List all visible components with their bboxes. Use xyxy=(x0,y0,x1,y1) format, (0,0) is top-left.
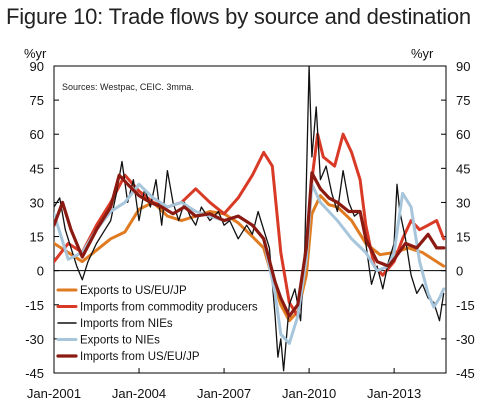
x-tick-label: Jan-2007 xyxy=(197,386,251,401)
series-line-4 xyxy=(54,182,446,345)
y-tick-label-left: 45 xyxy=(30,161,44,176)
right-axis-unit: %yr xyxy=(411,46,434,61)
x-tick-label: Jan-2001 xyxy=(27,386,81,401)
series-line-5 xyxy=(54,171,446,318)
y-tick-label-right: 90 xyxy=(456,59,470,74)
y-tick-label-right: 15 xyxy=(456,230,470,245)
legend-label-1: Exports to US/EU/JP xyxy=(80,285,187,297)
y-tick-label-left: 30 xyxy=(30,195,44,210)
y-tick-label-right: -30 xyxy=(456,332,475,347)
legend-label-4: Exports to NIEs xyxy=(80,335,160,347)
y-tick-label-right: 0 xyxy=(456,264,463,279)
y-tick-label-left: 15 xyxy=(30,230,44,245)
y-tick-label-right: 45 xyxy=(456,161,470,176)
y-tick-label-left: -45 xyxy=(25,366,44,381)
y-tick-label-right: -45 xyxy=(456,366,475,381)
plot-border xyxy=(53,65,447,374)
y-tick-label-left: 75 xyxy=(30,93,44,108)
x-tick-label: Jan-2013 xyxy=(367,386,421,401)
series-lines xyxy=(54,66,446,372)
legend-label-2: Imports from commodity producers xyxy=(80,302,258,314)
y-tick-label-right: 75 xyxy=(456,93,470,108)
legend-label-3: Imports from NIEs xyxy=(80,318,173,330)
y-tick-label-left: -15 xyxy=(25,298,44,313)
axis-ticks: 90 90 75 75 60 60 45 45 30 30 15 15 0 0 -15 -15 -30 -30 -4… xyxy=(25,59,475,401)
y-tick-label-right: 30 xyxy=(456,195,470,210)
chart-title: Figure 10: Trade flows by source and des… xyxy=(6,4,471,29)
y-tick-label-left: 0 xyxy=(37,264,44,279)
x-tick-label: Jan-2010 xyxy=(282,386,336,401)
y-tick-label-left: 60 xyxy=(30,127,44,142)
left-axis-unit: %yr xyxy=(24,46,47,61)
legend-label-5: Imports from US/EU/JP xyxy=(80,351,200,363)
y-tick-label-left: 90 xyxy=(30,59,44,74)
y-tick-label-right: -15 xyxy=(456,298,475,313)
series-line-3 xyxy=(54,66,445,372)
legend: Exports to US/EU/JP Imports from commodit… xyxy=(56,285,258,363)
y-tick-label-left: -30 xyxy=(25,332,44,347)
source-note: Sources: Westpac, CEIC. 3mma. xyxy=(62,82,194,92)
y-tick-label-right: 60 xyxy=(456,127,470,142)
x-tick-label: Jan-2004 xyxy=(112,386,166,401)
